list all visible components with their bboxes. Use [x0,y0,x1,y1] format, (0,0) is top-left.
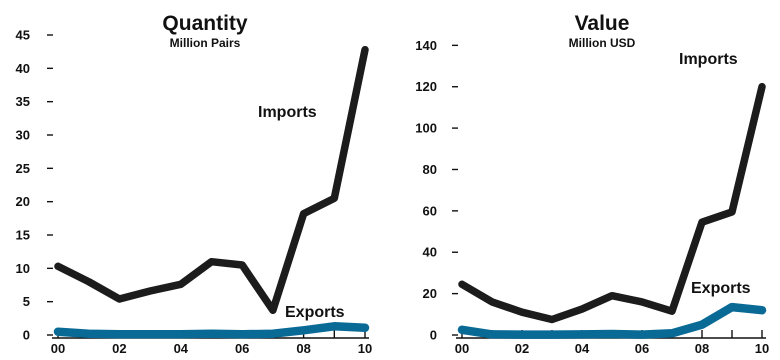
quantity-chart-title: Quantity [162,12,247,35]
value-series-lines [457,82,767,339]
quantity-y-tick-label: 20 [16,194,30,209]
quantity-y-tick-label: 30 [16,128,30,143]
value-y-tick-label: 120 [415,79,437,94]
value-imports-label: Imports [679,51,738,68]
quantity-x-tick-label: 06 [235,341,249,356]
quantity-y-tick-label: 25 [16,161,30,176]
value-y-tick-label: 40 [423,245,437,260]
quantity-exports-line [53,322,370,339]
quantity-chart-subtitle: Million Pairs [170,36,241,50]
value-chart-subtitle: Million USD [569,36,636,50]
value-y-axis-ticks: 0 20 40 60 80 100 120 140 [415,38,458,343]
quantity-imports-line [54,45,369,315]
value-y-tick-label: 60 [423,203,437,218]
value-x-tick-label: 02 [515,341,529,356]
quantity-x-tick-label: 02 [112,341,126,356]
value-y-tick-label: 140 [415,38,437,53]
quantity-y-tick-label: 35 [16,94,30,109]
quantity-y-axis-ticks: 0 5 10 15 20 25 30 35 40 45 [16,28,53,343]
quantity-y-tick-label: 15 [16,228,30,243]
value-x-tick-label: 08 [695,341,709,356]
value-y-tick-label: 20 [423,286,437,301]
quantity-y-tick-label: 0 [23,328,30,343]
quantity-x-tick-label: 00 [51,341,65,356]
value-x-tick-label: 04 [575,341,590,356]
value-imports-line [458,82,766,324]
value-chart-title: Value [575,12,630,35]
value-exports-line [457,302,767,339]
quantity-series-lines [53,45,370,339]
quantity-chart: Quantity Million Pairs 0 5 10 15 20 25 30 35 40 4… [16,12,373,356]
value-y-tick-label: 100 [415,121,437,136]
quantity-y-tick-label: 10 [16,261,30,276]
quantity-x-tick-label: 10 [358,341,372,356]
quantity-exports-label: Exports [285,304,345,321]
value-y-tick-label: 0 [430,328,437,343]
quantity-x-tick-label: 04 [174,341,189,356]
value-y-tick-label: 80 [423,162,437,177]
quantity-imports-label: Imports [258,104,317,121]
value-x-tick-label: 00 [455,341,469,356]
value-exports-label: Exports [691,280,751,297]
quantity-x-tick-label: 08 [296,341,310,356]
value-x-tick-label: 10 [755,341,769,356]
quantity-y-tick-label: 45 [16,28,30,43]
quantity-y-tick-label: 40 [16,61,30,76]
quantity-y-tick-label: 5 [23,294,30,309]
value-x-tick-label: 06 [635,341,649,356]
